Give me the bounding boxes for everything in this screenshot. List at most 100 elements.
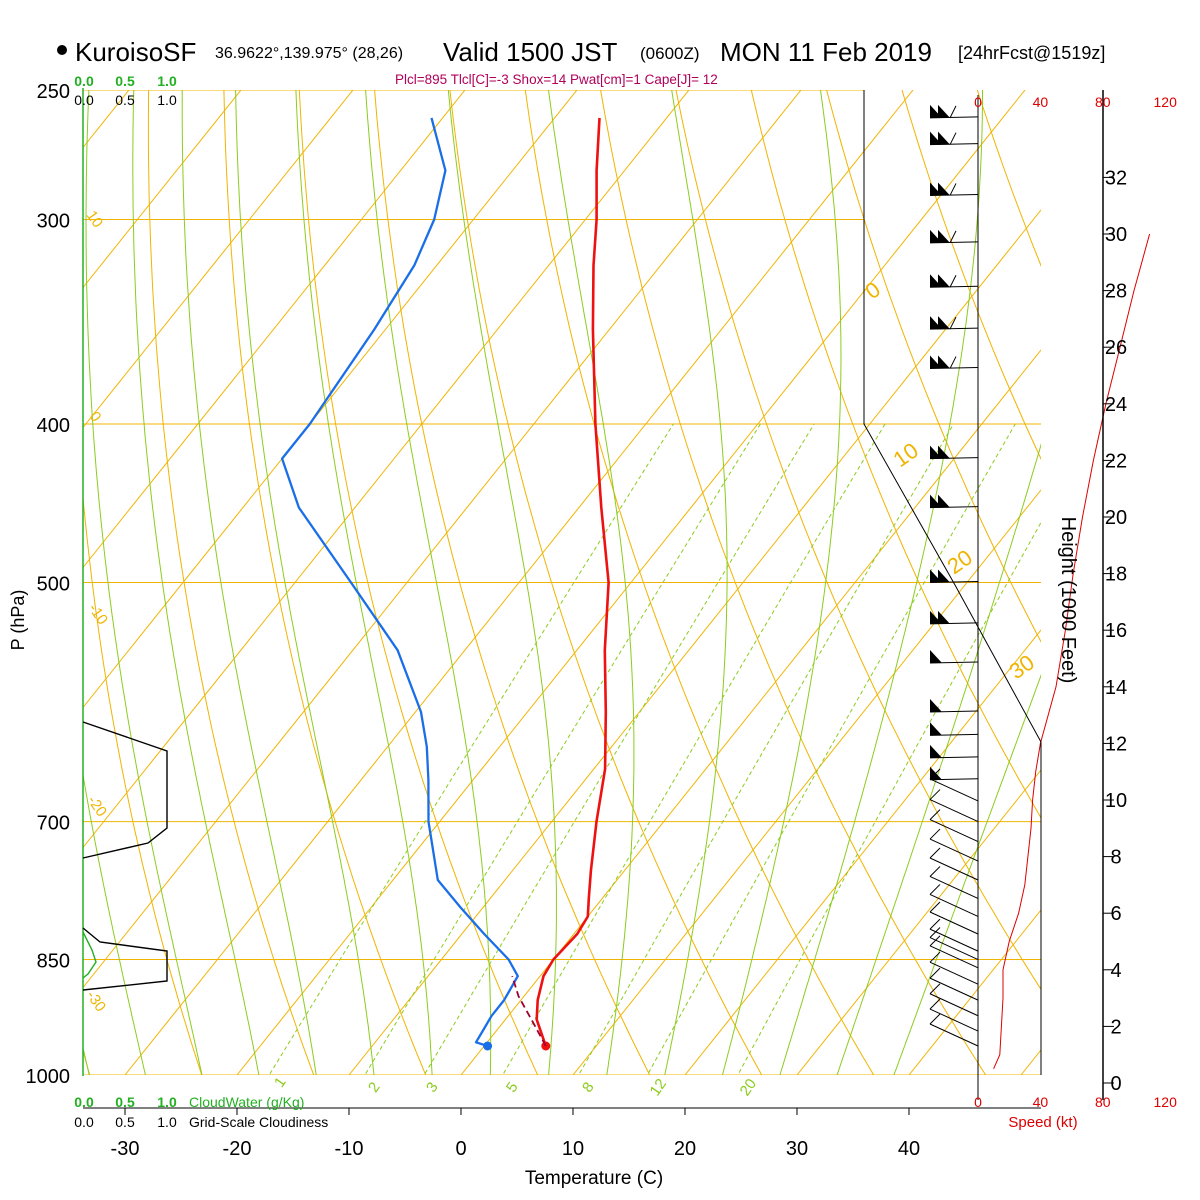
mixing-ratio-line: [502, 423, 886, 1075]
wind-barb-pennant: [938, 494, 950, 508]
wind-barb-staff: [929, 945, 979, 969]
cloud-water-title: CloudWater (g/Kg): [189, 1094, 304, 1110]
wind-barb-staff: [929, 778, 979, 802]
height-tick-label: 16: [1105, 620, 1127, 642]
temperature-tick-label: 30: [786, 1138, 808, 1160]
dry-adiabat: [223, 90, 427, 1075]
wind-barb-feather: [929, 935, 941, 947]
isotherm-line: [684, 629, 1041, 1075]
mixing-ratio-label: 3: [423, 1079, 442, 1096]
wind-barb: [929, 789, 979, 823]
wind-barb: [929, 229, 979, 244]
dry-adiabat: [600, 90, 987, 1075]
wind-barb-staff: [929, 937, 979, 960]
wind-barb-feather: [949, 105, 957, 119]
height-tick-label: 18: [1105, 564, 1127, 586]
wind-speed-tick-label: 40: [1033, 1094, 1049, 1110]
dry-adiabat: [1192, 61, 1200, 1110]
pressure-tick-label: 250: [37, 81, 70, 103]
parcel-line: [511, 975, 547, 1047]
wind-barb-feather: [929, 998, 941, 1010]
dry-adiabat: [976, 90, 1041, 267]
wind-barb-pennant: [930, 722, 942, 736]
pressure-tick-label: 400: [37, 415, 70, 437]
wind-barb-staff: [929, 876, 979, 899]
wind-barb-feather: [929, 901, 941, 913]
wind-barb-staff: [929, 993, 979, 1017]
axis-titles: Temperature (C) P (hPa) Height (1000 Fee…: [8, 517, 1079, 1189]
valid-time: Valid 1500 JST: [443, 37, 618, 67]
wind-barb-staff: [929, 857, 979, 881]
wind-speed-tick-label: 120: [1154, 94, 1178, 110]
cloud-water-tick-label: 0.0: [74, 73, 94, 89]
wind-barb-pennant: [938, 131, 950, 145]
temperature-tick-label: 10: [562, 1138, 584, 1160]
moist-adiabat: [83, 771, 146, 1075]
wind-barb: [929, 744, 979, 759]
wind-barb: [929, 766, 979, 781]
cloudiness-tick-label: 0.0: [74, 1114, 94, 1130]
wind-barb: [929, 866, 979, 899]
temperature-tick-label: -30: [111, 1138, 140, 1160]
isotherm-line: [908, 909, 1041, 1075]
wind-barb-pennant: [938, 610, 950, 624]
wind-barb: [929, 569, 979, 583]
moist-adiabat: [779, 90, 983, 1075]
moist-adiabat: [132, 90, 260, 1075]
title-group: KuroisoSF 36.9622°,139.975° (28,26) Vali…: [57, 37, 1105, 87]
height-tick-label: 30: [1105, 224, 1127, 246]
cloudiness-tick-label: 0.5: [115, 92, 135, 108]
wind-barb-feather: [929, 866, 941, 877]
wind-barb: [929, 809, 979, 843]
height-tick-label: 6: [1110, 903, 1121, 925]
mixing-ratio-line: [646, 423, 1016, 1075]
wind-barb-pennant: [938, 229, 950, 243]
wind-panel: [929, 95, 1151, 1100]
wind-barb: [929, 445, 979, 460]
wind-barb-feather: [929, 983, 941, 995]
wind-barb-feather: [929, 828, 941, 840]
station-coords: 36.9622°,139.975° (28,26): [215, 45, 403, 62]
isotherm-label: -20: [84, 793, 110, 821]
wind-barb: [929, 998, 979, 1032]
height-tick-label: 24: [1105, 394, 1127, 416]
wind-barb-staff: [929, 977, 979, 1001]
cloud-water-profile: [82, 931, 97, 979]
cloudiness-layer: [82, 927, 168, 991]
wind-barb: [929, 316, 979, 330]
temperature-tick-label: 40: [898, 1138, 920, 1160]
wind-barb: [929, 610, 979, 625]
wind-barb-feather: [949, 275, 957, 288]
wind-barb: [929, 722, 979, 736]
dry-adiabat-label: 20: [943, 545, 977, 580]
wind-barb-pennant: [938, 445, 950, 459]
wind-barb-staff: [929, 1008, 979, 1032]
dry-adiabat: [675, 90, 1041, 991]
height-tick-label: 8: [1110, 847, 1121, 869]
dry-adiabat: [449, 90, 763, 1075]
moist-adiabat: [365, 90, 492, 1075]
isotherm-line: [83, 90, 242, 289]
wind-barb: [929, 983, 979, 1017]
wind-barb-pennant: [938, 182, 950, 196]
isotherm-label: 0: [86, 409, 105, 426]
moist-adiabat: [295, 90, 433, 1075]
cloudiness-tick-label: 0.0: [74, 92, 94, 108]
cloudiness-tick-label: 1.0: [157, 92, 177, 108]
dry-adiabat: [147, 90, 315, 1075]
dry-adiabat: [1117, 61, 1200, 1110]
pressure-tick-label: 300: [37, 211, 70, 233]
wind-barb-feather: [949, 356, 957, 369]
station-name: KuroisoSF: [75, 37, 196, 67]
dry-adiabat-label: 10: [889, 438, 923, 473]
surface-dewpoint-marker: [483, 1041, 493, 1051]
wind-barb-pennant: [938, 274, 950, 288]
wind-barb-feather: [929, 918, 941, 930]
temperature-line: [535, 117, 610, 1047]
wind-barb: [929, 104, 979, 119]
wind-barb-feather: [929, 789, 941, 800]
valid-date: MON 11 Feb 2019: [720, 37, 932, 67]
dry-adiabat: [826, 90, 1041, 643]
